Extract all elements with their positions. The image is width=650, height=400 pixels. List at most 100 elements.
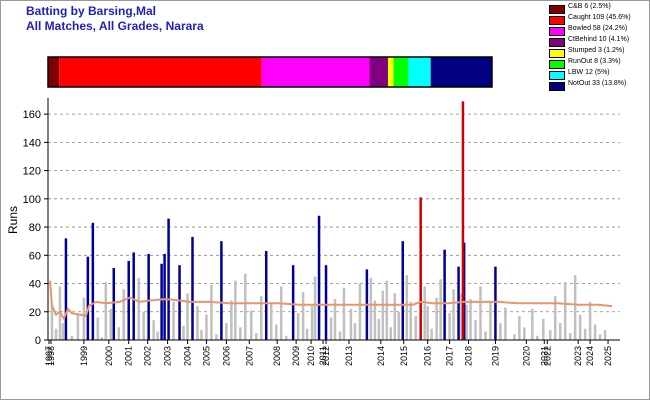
not-out-bar [160,263,163,340]
innings-bar [122,289,125,340]
innings-bar [117,327,121,340]
x-tick-label: 1998 [46,346,56,366]
x-tick-label: 2025 [603,346,613,366]
innings-bar [255,332,258,340]
innings-bar [513,334,516,340]
innings-bar [405,275,408,340]
innings-bar [225,323,228,340]
not-out-bar [178,265,181,340]
innings-bar [82,297,86,340]
dismissal-segment [387,57,394,87]
x-tick-label: 2002 [143,346,153,366]
x-tick-label: 2012 [321,346,331,366]
innings-bar [414,316,417,340]
innings-bar [196,306,199,340]
x-tick-label: 2020 [521,346,531,366]
x-tick-label: 2004 [183,346,193,366]
innings-bar [342,287,346,340]
innings-bar [484,331,487,340]
x-tick-label: 2017 [445,346,455,366]
dismissal-segment [408,57,431,87]
x-tick-label: 2016 [423,346,433,366]
innings-bar [301,292,305,340]
y-tick-label: 160 [23,109,41,121]
x-tick-label: 2006 [221,346,231,366]
x-tick-label: 2009 [291,346,301,366]
y-tick-label: 0 [35,335,41,347]
innings-bar [239,327,242,340]
innings-bar [469,299,472,340]
x-tick-label: 1997 [44,346,54,366]
dismissal-strip-border [47,56,493,88]
y-tick-label: 20 [29,307,41,319]
not-out-bar [264,251,268,340]
x-tick-label: 2013 [344,346,354,366]
x-tick-label: 2019 [490,346,500,366]
innings-bar [186,293,189,340]
not-out-bar [167,218,170,340]
legend-swatch [549,27,565,36]
innings-bar [439,279,442,340]
not-out-bar [112,268,116,340]
not-out-bar [317,215,321,340]
innings-bar [518,316,521,340]
innings-bar [109,308,113,340]
innings-bar [313,276,317,340]
dismissal-segment [48,57,60,87]
innings-bar [54,328,58,340]
innings-bar [333,299,337,340]
x-tick-label: 2010 [306,346,316,366]
innings-bar [430,328,433,340]
innings-bar [583,328,587,340]
x-tick-label: 2007 [244,346,254,366]
innings-bar [260,296,263,340]
legend-swatch [549,16,565,25]
innings-bar [349,308,353,340]
innings-bar [329,317,333,340]
innings-bar [548,330,552,340]
innings-bar [61,323,65,340]
legend-swatch [549,5,565,14]
average-line [49,280,613,322]
innings-bar [531,308,534,340]
innings-bar [385,280,389,340]
innings-bar [373,300,377,340]
x-tick-label: 1999 [79,346,89,366]
innings-bar [234,280,237,340]
x-tick-label: 2011 [318,346,328,365]
y-axis-title: Runs [6,206,20,234]
innings-bar [70,335,74,340]
innings-bar [389,327,393,340]
innings-bar [296,313,300,340]
innings-bar [210,284,213,340]
innings-bar [563,282,567,340]
innings-bar [230,300,233,340]
y-tick-label: 80 [29,222,41,234]
legend-label: Bowled 58 (24.2%) [568,25,628,32]
y-tick-label: 60 [29,250,41,262]
innings-bar [397,311,401,340]
y-tick-label: 100 [23,194,41,206]
y-tick-label: 140 [23,137,41,149]
innings-bar [558,323,562,340]
century-bar [461,101,465,340]
innings-bar [358,283,362,340]
innings-bar [305,328,309,340]
not-out-bar [324,265,328,340]
innings-bar [250,310,253,340]
innings-bar [205,314,208,340]
innings-bar [381,290,385,340]
not-out-bar [401,241,405,340]
dismissal-segment [261,57,370,87]
x-tick-label: 2001 [124,346,134,366]
legend-swatch [549,49,565,58]
innings-bar [353,323,357,340]
x-tick-label: 2005 [201,346,211,366]
x-tick-label: 2022 [542,346,552,366]
innings-bar [274,324,278,340]
innings-bar [504,307,507,340]
x-tick-label: 2003 [163,346,173,366]
innings-bar [573,275,577,340]
